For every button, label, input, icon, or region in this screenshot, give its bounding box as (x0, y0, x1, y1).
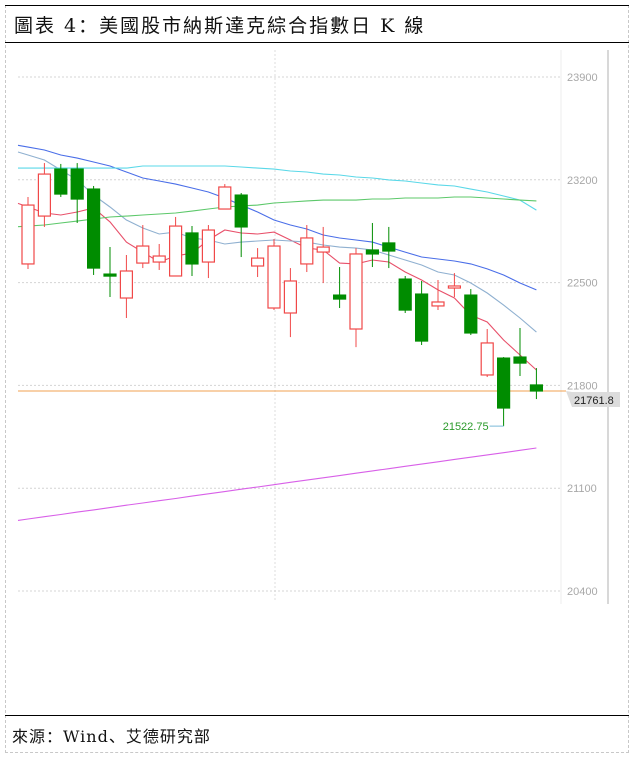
candle-up (218, 186, 232, 210)
candle-up (37, 173, 52, 217)
y-tick-label: 23900 (567, 72, 598, 84)
grid: 23900 23200 22500 21800 21100 20400 (18, 50, 609, 604)
y-tick-label: 21100 (567, 483, 597, 495)
candle-up (21, 204, 35, 265)
candle-up (136, 245, 150, 264)
candle-up (267, 245, 281, 309)
candles (21, 163, 544, 427)
candle-up (349, 253, 363, 330)
candle-up (119, 270, 134, 299)
moving-average-line (18, 165, 537, 211)
candle-up (283, 280, 297, 314)
y-tick-label: 20400 (567, 586, 598, 598)
candle-down (54, 168, 68, 195)
candle-up (152, 255, 166, 263)
candle-down (234, 194, 248, 228)
candle-up (201, 229, 215, 263)
figure-title: 圖表 4：美國股市納斯達克綜合指數日 K 線 (14, 15, 426, 37)
candle-up (300, 237, 314, 265)
low-annotation-label: 21522.75 (443, 421, 489, 433)
candle-down (185, 232, 199, 265)
candle-down (513, 356, 527, 364)
candle-down (497, 357, 511, 409)
candle-up (169, 225, 183, 277)
last-price-tag (566, 391, 620, 408)
candle-down (415, 293, 429, 342)
figure-title-bar: 圖表 4：美國股市納斯達克綜合指數日 K 線 (5, 5, 629, 43)
candle-up (316, 246, 330, 253)
last-price-label: 21761.8 (574, 395, 614, 407)
candle-down (529, 384, 544, 392)
candle-up (447, 285, 461, 289)
candle-down (86, 188, 101, 269)
y-tick-label: 23200 (567, 175, 598, 187)
candle-down (70, 168, 84, 200)
candle-down (464, 294, 478, 334)
y-tick-label: 21800 (567, 380, 598, 392)
moving-average-line (17, 447, 537, 521)
candle-down (103, 273, 117, 277)
candle-up (480, 342, 494, 376)
annotations: 21522.75 21761.8 (443, 391, 620, 433)
candle-down (398, 278, 412, 311)
source-note: 來源：Wind、艾德研究部 (12, 727, 211, 746)
moving-average-line (17, 144, 537, 291)
candle-down (365, 249, 379, 255)
y-tick-label: 22500 (567, 278, 598, 290)
candle-up (431, 301, 445, 307)
source-footer: 來源：Wind、艾德研究部 (5, 715, 629, 746)
candle-up (251, 257, 265, 267)
candle-down (333, 294, 347, 300)
candle-down (382, 242, 396, 252)
